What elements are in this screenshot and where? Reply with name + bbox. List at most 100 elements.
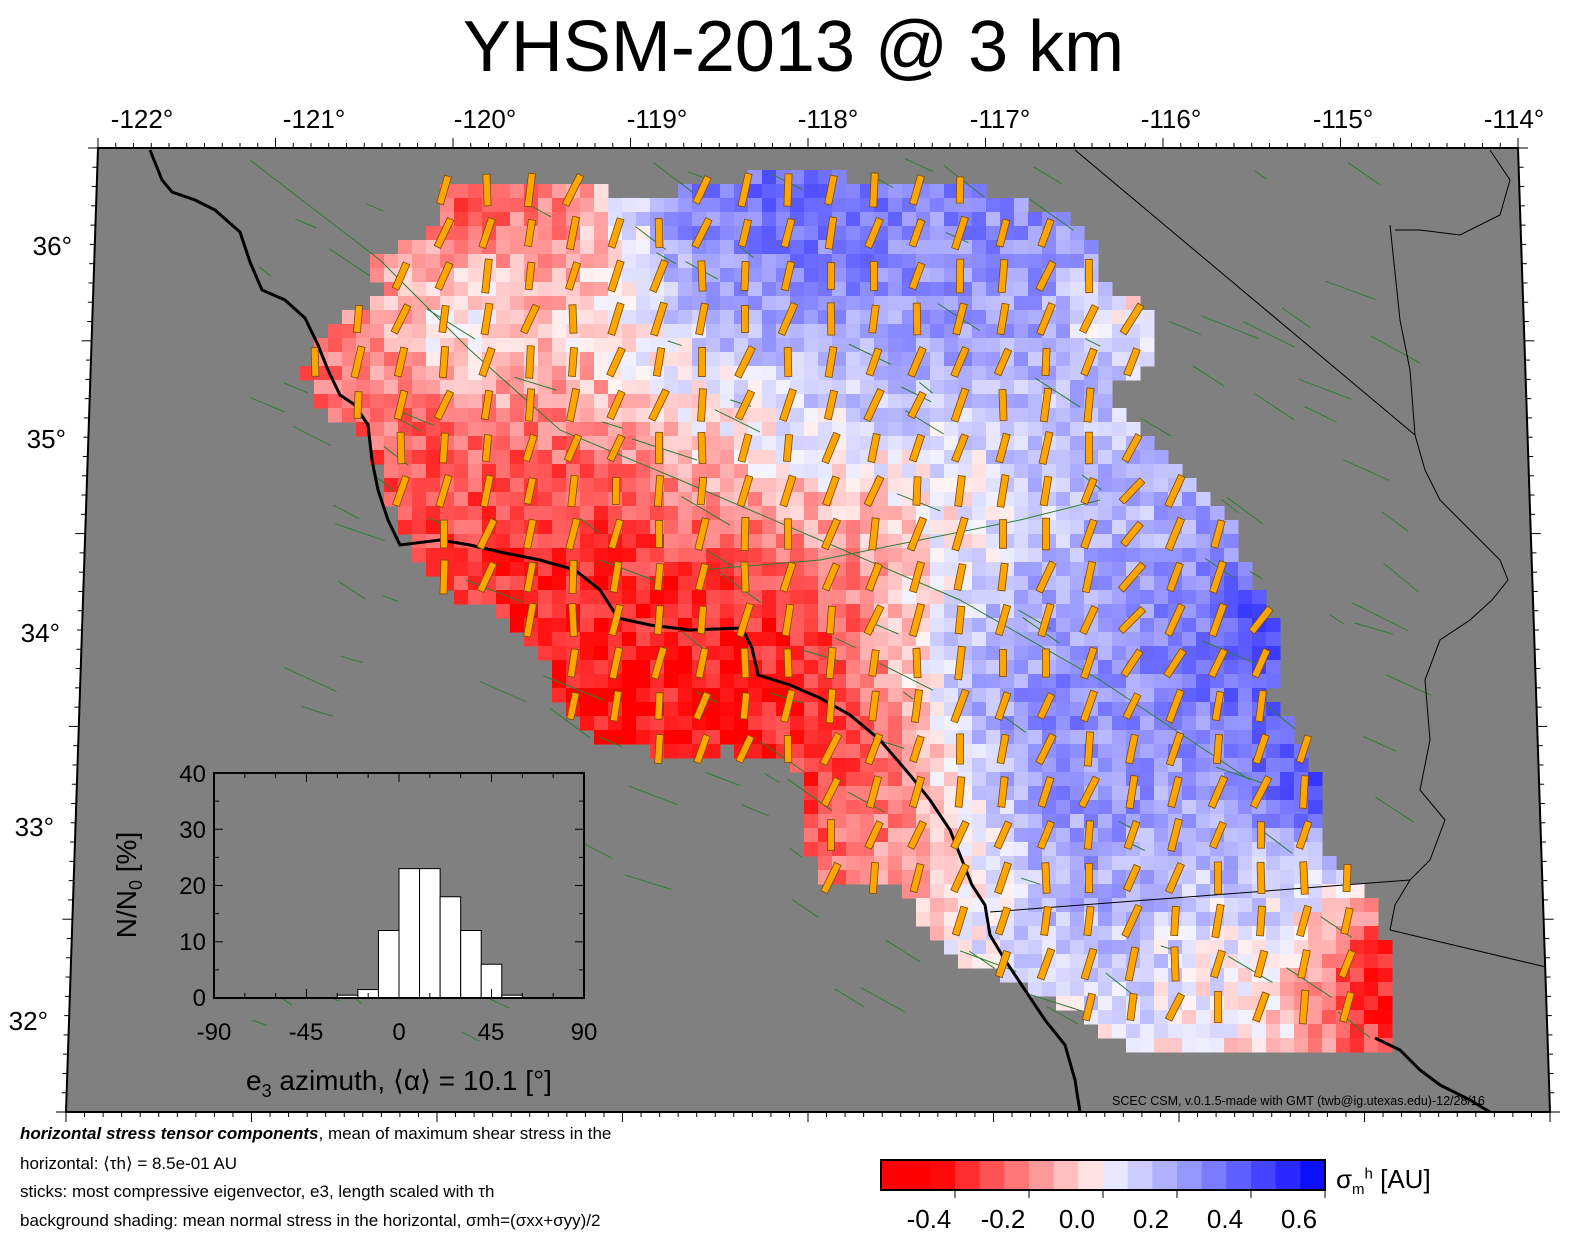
stress-stick — [1080, 518, 1098, 550]
stress-stick — [1036, 947, 1056, 981]
stress-stick — [524, 172, 536, 208]
caption-line-1: horizontal stress tensor components, mea… — [20, 1124, 612, 1143]
stress-stick — [1036, 302, 1056, 336]
colorbar-cell — [979, 1160, 1005, 1190]
stress-stick — [777, 301, 799, 337]
stress-stick — [649, 259, 669, 293]
stress-stick — [1117, 561, 1147, 593]
stress-stick — [653, 562, 665, 592]
colorbar-cell — [1004, 1160, 1030, 1190]
stress-stick — [997, 776, 1009, 808]
colorbar-cell — [1078, 1160, 1104, 1190]
stress-stick — [1037, 602, 1055, 638]
stress-stick — [907, 820, 927, 850]
stress-stick — [697, 260, 707, 292]
stress-stick — [433, 389, 455, 421]
lat-label: 35° — [27, 424, 66, 454]
stress-stick — [654, 692, 664, 720]
stress-stick — [997, 258, 1009, 294]
stress-stick — [480, 302, 494, 336]
hist-y-tick: 10 — [179, 929, 206, 956]
stress-stick — [1249, 775, 1273, 809]
stress-stick — [908, 602, 926, 638]
histogram-y-label: N/N0 [%] — [111, 832, 146, 938]
stress-stick — [1342, 863, 1352, 893]
stress-shading — [300, 170, 1393, 1053]
stress-stick — [1120, 648, 1144, 678]
stress-stick — [908, 261, 926, 291]
stress-stick — [996, 733, 1010, 765]
stress-stick — [995, 432, 1011, 464]
stress-stick — [950, 862, 970, 894]
colorbar-cell — [881, 1160, 907, 1190]
stress-stick — [1083, 905, 1095, 937]
stress-stick — [439, 432, 449, 464]
stress-stick — [950, 387, 970, 423]
fault-traces — [249, 158, 1432, 1042]
stress-stick — [1340, 907, 1354, 935]
stress-stick — [734, 345, 756, 379]
colorbar-cell — [905, 1160, 931, 1190]
stress-stick — [1039, 475, 1053, 507]
stress-stick — [1256, 861, 1266, 895]
stress-stick — [480, 389, 494, 421]
stress-stick — [741, 305, 749, 333]
stress-stick — [1083, 820, 1095, 850]
stress-stick — [1167, 817, 1183, 853]
hist-x-tick: -45 — [289, 1019, 324, 1046]
colorbar-label: 0.2 — [1132, 1204, 1170, 1234]
stress-stick — [1165, 688, 1185, 724]
stress-stick — [994, 691, 1012, 721]
map-content — [148, 149, 1550, 1112]
stress-stick — [434, 261, 454, 291]
stress-stick — [654, 218, 664, 248]
stress-stick — [567, 474, 579, 508]
stress-stick — [608, 603, 624, 637]
stress-stick — [1037, 218, 1055, 248]
stress-stick — [352, 304, 364, 334]
stress-stick — [737, 172, 753, 208]
stress-stick — [1207, 647, 1229, 679]
stress-stick — [994, 949, 1012, 979]
stress-stick — [780, 689, 796, 723]
stress-stick — [783, 173, 793, 207]
stress-stick — [1248, 605, 1274, 635]
stress-stick — [735, 734, 755, 764]
colorbar-cell — [930, 1160, 956, 1190]
stress-stick — [1256, 821, 1266, 849]
stress-stick — [1121, 903, 1143, 939]
stress-stick — [822, 475, 840, 507]
stress-stick — [826, 605, 836, 635]
stress-stick — [1164, 473, 1186, 509]
stress-stick — [1084, 258, 1094, 294]
stress-stick — [606, 389, 626, 421]
stress-stick — [1078, 775, 1100, 809]
stress-stick — [524, 218, 536, 248]
stress-stick — [568, 559, 578, 595]
stress-stick — [1120, 520, 1144, 548]
stress-stick — [863, 604, 885, 636]
stress-stick — [906, 516, 928, 552]
stress-stick — [1209, 560, 1227, 594]
stress-stick — [476, 561, 498, 593]
stress-stick — [863, 387, 885, 423]
stress-stick — [1080, 947, 1098, 981]
colorbar-cell — [1226, 1160, 1252, 1190]
stress-stick — [1164, 992, 1186, 1022]
stress-stick — [953, 563, 967, 591]
colorbar-cell — [1127, 1160, 1153, 1190]
lon-label: -119° — [627, 104, 688, 134]
stress-stick — [695, 302, 709, 336]
stress-stick — [654, 431, 664, 465]
stress-stick — [826, 262, 836, 290]
stress-stick — [440, 519, 448, 549]
stress-stick — [907, 346, 927, 378]
stress-stick — [1037, 775, 1055, 809]
stress-stick — [1080, 477, 1098, 505]
stress-stick — [1167, 775, 1183, 809]
stress-stick — [433, 217, 455, 249]
stress-stick — [864, 820, 884, 850]
stress-stick — [1252, 733, 1270, 765]
stress-stick — [607, 217, 625, 249]
